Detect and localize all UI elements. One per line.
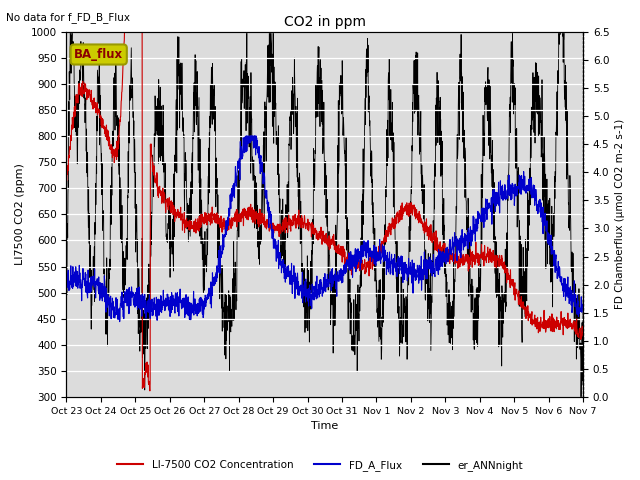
- Y-axis label: FD Chamberflux (μmol CO2 m-2 s-1): FD Chamberflux (μmol CO2 m-2 s-1): [615, 119, 625, 310]
- Y-axis label: LI7500 CO2 (ppm): LI7500 CO2 (ppm): [15, 163, 25, 265]
- Text: No data for f_FD_B_Flux: No data for f_FD_B_Flux: [6, 12, 131, 23]
- X-axis label: Time: Time: [311, 421, 339, 432]
- Title: CO2 in ppm: CO2 in ppm: [284, 15, 365, 29]
- Text: BA_flux: BA_flux: [74, 48, 124, 61]
- Legend: LI-7500 CO2 Concentration, FD_A_Flux, er_ANNnight: LI-7500 CO2 Concentration, FD_A_Flux, er…: [113, 456, 527, 475]
